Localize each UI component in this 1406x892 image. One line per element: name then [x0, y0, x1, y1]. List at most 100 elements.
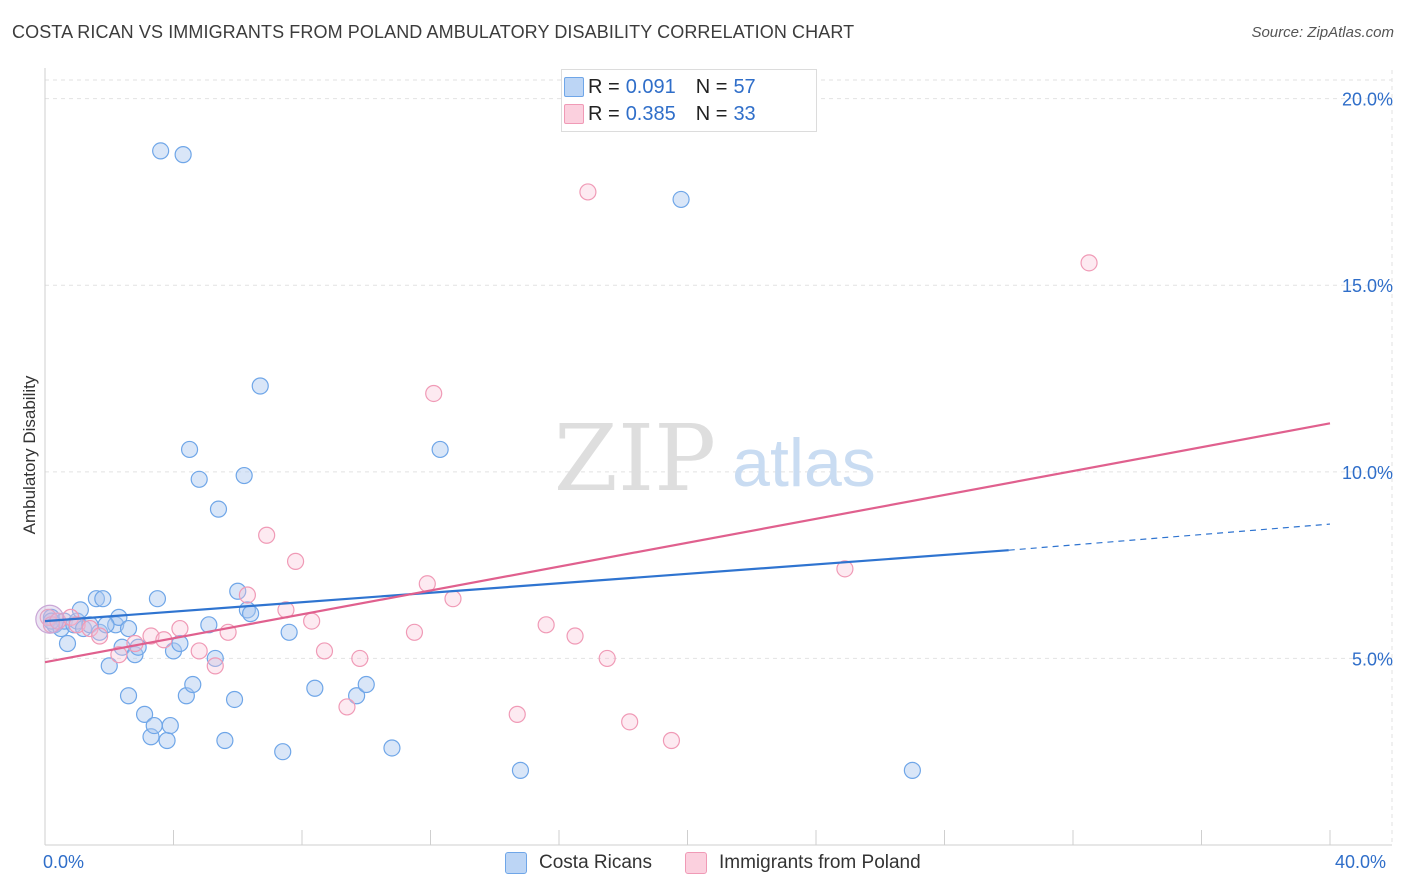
y-tick-label: 15.0%	[1342, 276, 1393, 296]
point-poland	[68, 616, 86, 634]
x-tick-label-min: 0.0%	[43, 852, 85, 872]
legend-label: Immigrants from Poland	[719, 852, 921, 873]
point-costa-ricans	[216, 731, 234, 750]
legend-n-label: N =	[695, 102, 728, 125]
legend-stats: R = 0.091 N = 57 R = 0.385 N = 33	[561, 69, 817, 132]
chart-title: COSTA RICAN VS IMMIGRANTS FROM POLAND AM…	[12, 22, 855, 42]
legend-n-value: 57	[733, 75, 756, 98]
point-costa-ricans	[158, 731, 176, 750]
legend-n-value: 33	[733, 102, 756, 125]
point-costa-ricans	[348, 687, 366, 705]
point-costa-ricans	[119, 687, 138, 705]
axes	[44, 68, 1392, 846]
y-tick-label: 5.0%	[1352, 649, 1393, 669]
legend-swatch-blue	[505, 852, 527, 874]
point-costa-ricans	[135, 705, 154, 723]
point-poland	[405, 623, 424, 641]
point-poland	[444, 590, 462, 608]
point-costa-ricans	[672, 190, 690, 209]
point-poland	[171, 619, 189, 638]
watermark: ZIP atlas	[554, 405, 876, 512]
legend-r-value: 0.091	[625, 75, 676, 98]
point-costa-ricans	[200, 616, 218, 634]
point-costa-ricans	[94, 590, 112, 608]
trend-line-costa-ricans	[44, 549, 1009, 623]
point-poland	[258, 526, 276, 544]
point-costa-ricans	[119, 619, 138, 638]
watermark-atlas: atlas	[732, 425, 876, 501]
y-tick-label: 20.0%	[1342, 90, 1393, 110]
point-poland	[315, 642, 334, 660]
grid-lines	[45, 70, 1393, 845]
legend-item-poland: Immigrants from Poland	[685, 852, 921, 874]
point-poland	[537, 616, 555, 634]
point-costa-ricans	[209, 500, 228, 518]
point-poland	[351, 649, 369, 668]
point-poland	[508, 705, 526, 723]
point-poland	[91, 627, 109, 645]
point-costa-ricans	[306, 679, 324, 697]
legend-r-label: R =	[588, 102, 620, 125]
legend-label: Costa Ricans	[539, 852, 652, 873]
point-costa-ricans	[190, 470, 208, 488]
point-costa-ricans	[161, 716, 179, 735]
point-costa-ricans	[383, 739, 401, 757]
trend-line-costa-ricans-extension	[1008, 523, 1331, 551]
legend-row-poland: R = 0.385 N = 33	[564, 101, 776, 127]
x-tick-label-max: 40.0%	[1335, 852, 1387, 872]
legend-series: Costa Ricans Immigrants from Poland	[0, 852, 1406, 878]
point-poland	[836, 560, 854, 578]
point-costa-ricans	[171, 634, 189, 653]
legend-row-costa-ricans: R = 0.091 N = 57	[564, 74, 776, 100]
point-costa-ricans	[152, 142, 170, 160]
point-poland	[190, 642, 208, 660]
point-poland	[566, 627, 584, 645]
source-label: Source: ZipAtlas.com	[1251, 24, 1394, 41]
point-costa-ricans	[58, 634, 77, 653]
point-costa-ricans	[274, 743, 292, 761]
point-costa-ricans	[242, 605, 260, 623]
point-costa-ricans	[903, 761, 921, 779]
y-axis-label: Ambulatory Disability	[20, 375, 39, 535]
point-costa-ricans	[431, 440, 449, 459]
point-costa-ricans	[229, 582, 247, 600]
watermark-zip: ZIP	[554, 405, 716, 512]
point-costa-ricans	[251, 377, 269, 395]
point-costa-ricans	[148, 590, 167, 608]
legend-r-value: 0.385	[625, 102, 676, 125]
point-poland	[598, 649, 616, 668]
point-costa-ricans	[174, 146, 192, 164]
trend-lines	[44, 422, 1331, 664]
point-costa-ricans	[100, 657, 118, 675]
trend-line-poland	[44, 422, 1331, 664]
point-costa-ricans	[87, 590, 106, 608]
point-costa-ricans	[235, 466, 253, 485]
point-poland	[662, 731, 681, 750]
tick-labels: 5.0% 10.0% 15.0% 20.0%	[1342, 90, 1393, 670]
point-poland	[579, 183, 597, 201]
data-points	[35, 142, 1098, 779]
legend-swatch-pink	[685, 852, 707, 874]
legend-n-label: N =	[695, 75, 728, 98]
point-poland	[286, 552, 305, 570]
point-costa-ricans	[280, 623, 298, 641]
point-poland	[110, 646, 128, 664]
point-costa-ricans	[357, 675, 375, 694]
point-costa-ricans	[184, 675, 202, 694]
point-poland	[1080, 254, 1098, 272]
point-poland	[303, 612, 321, 630]
legend-r-label: R =	[588, 75, 620, 98]
legend-swatch-pink	[564, 104, 584, 124]
point-costa-ricans	[142, 728, 160, 746]
point-costa-ricans	[511, 761, 530, 779]
legend-swatch-blue	[564, 77, 584, 97]
legend-item-costa-ricans: Costa Ricans	[505, 852, 652, 874]
point-poland	[142, 627, 160, 645]
point-poland	[425, 384, 443, 403]
point-poland	[238, 586, 256, 604]
point-costa-ricans	[180, 440, 199, 459]
point-poland	[621, 713, 639, 731]
point-poland	[338, 698, 356, 716]
point-costa-ricans	[225, 690, 244, 709]
point-costa-ricans	[110, 608, 128, 626]
